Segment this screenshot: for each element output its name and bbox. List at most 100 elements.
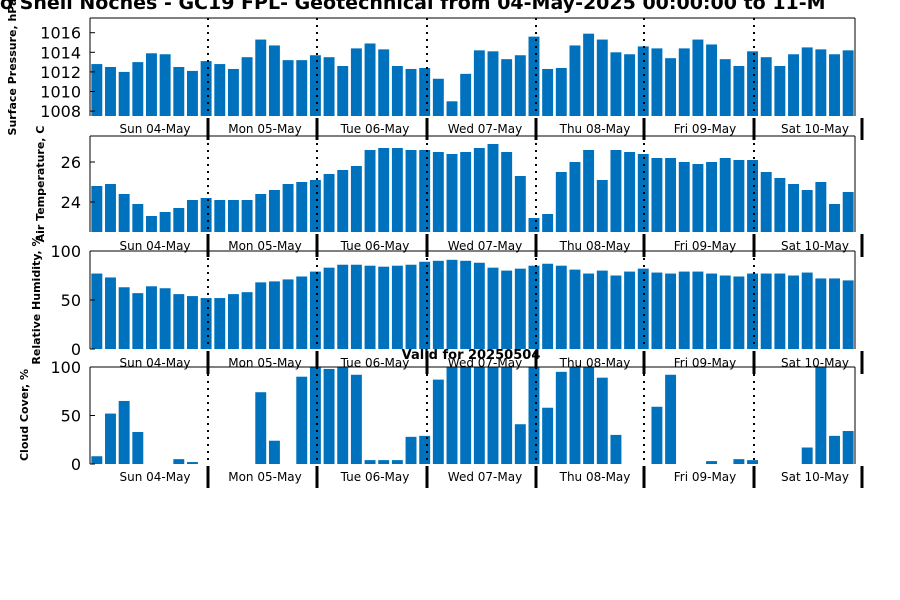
bar: [91, 456, 103, 464]
day-label: Fri 09-May: [674, 470, 737, 484]
bar: [391, 66, 403, 116]
bar: [282, 60, 294, 116]
bar: [118, 400, 130, 464]
bar: [733, 66, 745, 116]
day-label: Thu 08-May: [559, 470, 631, 484]
bar: [214, 64, 226, 116]
bar: [105, 67, 116, 116]
bar: [309, 55, 321, 116]
y-axis-label: Surface Pressure, hPa: [6, 0, 19, 135]
bar: [473, 148, 485, 232]
bar: [132, 62, 144, 116]
bar: [432, 78, 444, 116]
bar: [542, 407, 554, 464]
bar: [706, 162, 718, 232]
bar: [473, 50, 485, 117]
bar: [186, 462, 198, 464]
day-label: Mon 05-May: [228, 356, 302, 370]
bar: [610, 434, 622, 464]
bar: [583, 367, 595, 464]
bar: [309, 367, 321, 464]
bar: [596, 180, 608, 232]
bar: [118, 287, 130, 349]
bar: [446, 367, 458, 464]
bar: [309, 271, 321, 349]
bar: [323, 368, 335, 464]
bar: [200, 298, 212, 349]
bar: [733, 276, 745, 349]
bar: [719, 158, 731, 232]
bar: [747, 273, 759, 349]
bar: [583, 150, 595, 232]
bar: [173, 459, 185, 464]
bar: [842, 431, 854, 464]
bar: [419, 150, 431, 232]
chart-panel: 24 26 Air Temperature, C Sun 04-May Mon 05-M…: [34, 126, 864, 257]
bar: [624, 152, 636, 232]
y-axis-label: Air Temperature, C: [34, 126, 47, 243]
bar: [364, 43, 376, 117]
bar: [706, 44, 718, 116]
bar: [760, 57, 772, 116]
day-label: Tue 06-May: [340, 239, 410, 253]
day-label: Tue 06-May: [340, 470, 410, 484]
bar: [569, 269, 581, 349]
bar: [391, 265, 403, 349]
bar: [651, 158, 663, 232]
bar: [528, 218, 540, 232]
bar: [91, 186, 103, 232]
bar: [350, 48, 362, 116]
bar: [159, 54, 171, 116]
bar: [829, 54, 840, 116]
y-tick-label: 0: [71, 455, 81, 474]
bar: [665, 58, 677, 116]
bar: [528, 265, 540, 349]
bar: [678, 271, 690, 349]
bar: [473, 262, 485, 349]
day-label: Mon 05-May: [228, 470, 302, 484]
bar: [719, 59, 731, 116]
bar: [829, 204, 840, 232]
bar: [405, 264, 417, 349]
bar: [282, 279, 294, 349]
bar: [487, 267, 499, 349]
bar: [501, 59, 513, 116]
y-tick-label: 50: [61, 291, 81, 310]
y-tick-label: 1008: [40, 102, 81, 121]
bar: [173, 67, 185, 116]
y-tick-label: 1016: [40, 24, 81, 43]
bar: [610, 150, 622, 232]
y-tick-label: 1014: [40, 43, 81, 62]
bar: [364, 460, 376, 464]
bar: [596, 377, 608, 464]
bar: [91, 64, 103, 116]
bar: [378, 460, 390, 464]
bar: [350, 374, 362, 464]
bar: [801, 447, 813, 464]
bar: [255, 282, 267, 349]
bar: [624, 271, 636, 349]
bar: [186, 296, 198, 349]
day-label: Sat 10-May: [781, 239, 849, 253]
day-label: Sun 04-May: [119, 356, 190, 370]
bar: [432, 152, 444, 232]
bar: [132, 431, 144, 464]
day-label: Wed 07-May: [448, 239, 522, 253]
bar: [323, 267, 335, 349]
y-tick-label: 50: [61, 407, 81, 426]
bar: [268, 45, 280, 116]
bar: [815, 278, 827, 349]
bar: [514, 268, 526, 349]
bar: [801, 272, 813, 349]
bar: [105, 413, 116, 464]
bar: [255, 392, 267, 464]
bar: [542, 68, 554, 116]
bar: [692, 271, 704, 349]
y-tick-label: 24: [61, 193, 81, 212]
bar: [719, 275, 731, 349]
bar: [692, 39, 704, 117]
bar: [842, 280, 854, 349]
day-label: Thu 08-May: [559, 239, 631, 253]
bar: [610, 275, 622, 349]
bar: [842, 192, 854, 232]
